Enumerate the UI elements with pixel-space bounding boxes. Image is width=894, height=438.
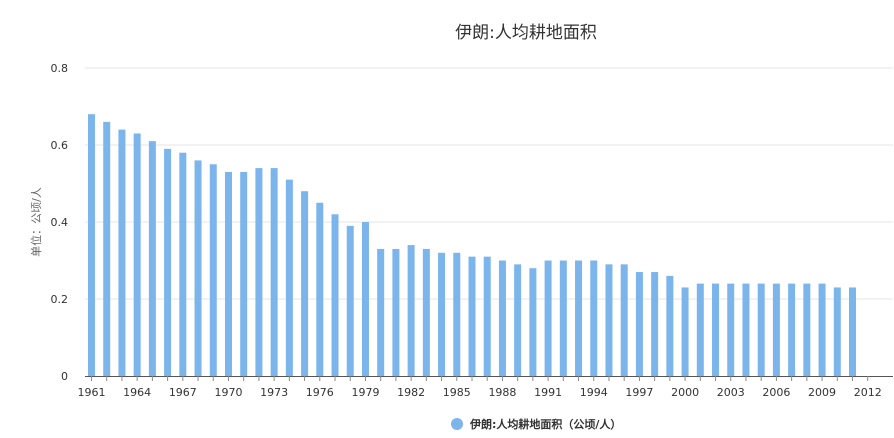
- x-tick-label: 2009: [808, 386, 836, 399]
- x-tick-label: 1961: [78, 386, 106, 399]
- bar-1980[interactable]: [377, 248, 385, 376]
- bar-1982[interactable]: [407, 245, 415, 376]
- bar-1965[interactable]: [148, 141, 156, 376]
- bar-1991[interactable]: [544, 260, 552, 377]
- x-tick-label: 1985: [443, 386, 471, 399]
- bar-1966[interactable]: [164, 148, 172, 376]
- bar-1986[interactable]: [468, 256, 476, 376]
- legend-label[interactable]: 伊朗:人均耕地面积（公顷/人）: [469, 417, 621, 431]
- chart-title: 伊朗:人均耕地面积: [455, 23, 597, 43]
- x-tick-label: 1979: [351, 386, 379, 399]
- y-axis-ticks: 0 0.2 0.4 0.6 0.8: [51, 62, 69, 383]
- bar-1995[interactable]: [605, 264, 613, 376]
- bar-1968[interactable]: [194, 160, 202, 376]
- x-tick-label: 1967: [169, 386, 197, 399]
- bar-1989[interactable]: [514, 264, 522, 376]
- bar-1997[interactable]: [635, 272, 643, 376]
- bar-1974[interactable]: [285, 179, 293, 376]
- bar-1972[interactable]: [255, 168, 263, 376]
- bar-1987[interactable]: [483, 256, 491, 376]
- bar-1990[interactable]: [529, 268, 537, 376]
- bar-1975[interactable]: [301, 191, 309, 376]
- x-tick-label: 1964: [123, 386, 151, 399]
- x-axis: 1961 1964 1967 1970 1973 1976 1979 1982 1985 1988…: [78, 376, 893, 399]
- bar-2011[interactable]: [849, 287, 856, 376]
- bar-1983[interactable]: [422, 248, 430, 376]
- bar-1992[interactable]: [559, 260, 567, 377]
- x-tick-label: 1973: [260, 386, 288, 399]
- y-tick-label: 0.8: [51, 62, 69, 75]
- bar-2004[interactable]: [742, 283, 750, 376]
- bar-2001[interactable]: [696, 283, 704, 376]
- x-tick-label: 2000: [671, 386, 699, 399]
- bar-2008[interactable]: [803, 283, 811, 376]
- y-tick-label: 0: [61, 370, 68, 383]
- bar-1969[interactable]: [209, 164, 217, 376]
- bar-1988[interactable]: [498, 260, 506, 377]
- y-tick-label: 0.6: [51, 139, 69, 152]
- y-tick-label: 0.2: [51, 293, 69, 306]
- x-tick-label: 1997: [625, 386, 653, 399]
- bar-1984[interactable]: [438, 252, 446, 376]
- bar-2003[interactable]: [727, 283, 735, 376]
- bar-1970[interactable]: [224, 171, 232, 376]
- bar-1962[interactable]: [103, 121, 111, 377]
- bar-1973[interactable]: [270, 168, 278, 376]
- bar-1967[interactable]: [179, 152, 187, 376]
- bar-2009[interactable]: [818, 283, 826, 376]
- bar-1964[interactable]: [133, 133, 141, 376]
- bar-2000[interactable]: [681, 287, 689, 376]
- bar-1971[interactable]: [240, 171, 248, 376]
- bar-1996[interactable]: [620, 264, 628, 376]
- x-tick-label: 1988: [488, 386, 516, 399]
- bar-1963[interactable]: [118, 129, 126, 376]
- x-tick-label: 1991: [534, 386, 562, 399]
- y-axis-label: 单位：公顷/人: [29, 187, 43, 257]
- bar-1977[interactable]: [331, 214, 339, 376]
- bar-2002[interactable]: [712, 283, 720, 376]
- bar-1994[interactable]: [590, 260, 598, 377]
- bar-1978[interactable]: [346, 225, 354, 376]
- x-tick-label: 1976: [306, 386, 334, 399]
- legend-marker[interactable]: [451, 418, 463, 430]
- x-tick-label: 2003: [717, 386, 745, 399]
- x-tick-label: 2006: [762, 386, 790, 399]
- bar-1985[interactable]: [453, 252, 461, 376]
- legend[interactable]: 伊朗:人均耕地面积（公顷/人）: [451, 417, 621, 431]
- bar-1979[interactable]: [361, 222, 369, 376]
- bar-1999[interactable]: [666, 275, 674, 376]
- bar-2006[interactable]: [772, 283, 780, 376]
- bar-2007[interactable]: [788, 283, 796, 376]
- bar-1961[interactable]: [88, 114, 95, 376]
- bar-1993[interactable]: [575, 260, 583, 377]
- y-tick-label: 0.4: [51, 216, 69, 229]
- bar-2010[interactable]: [833, 287, 841, 376]
- x-tick-label: 1970: [214, 386, 242, 399]
- bar-1998[interactable]: [651, 272, 659, 376]
- x-tick-label: 1994: [580, 386, 608, 399]
- x-tick-label: 2012: [854, 386, 882, 399]
- bar-2005[interactable]: [757, 283, 765, 376]
- bar-1981[interactable]: [392, 248, 400, 376]
- bar-series: [88, 114, 856, 377]
- bar-1976[interactable]: [316, 202, 324, 376]
- x-tick-label: 1982: [397, 386, 425, 399]
